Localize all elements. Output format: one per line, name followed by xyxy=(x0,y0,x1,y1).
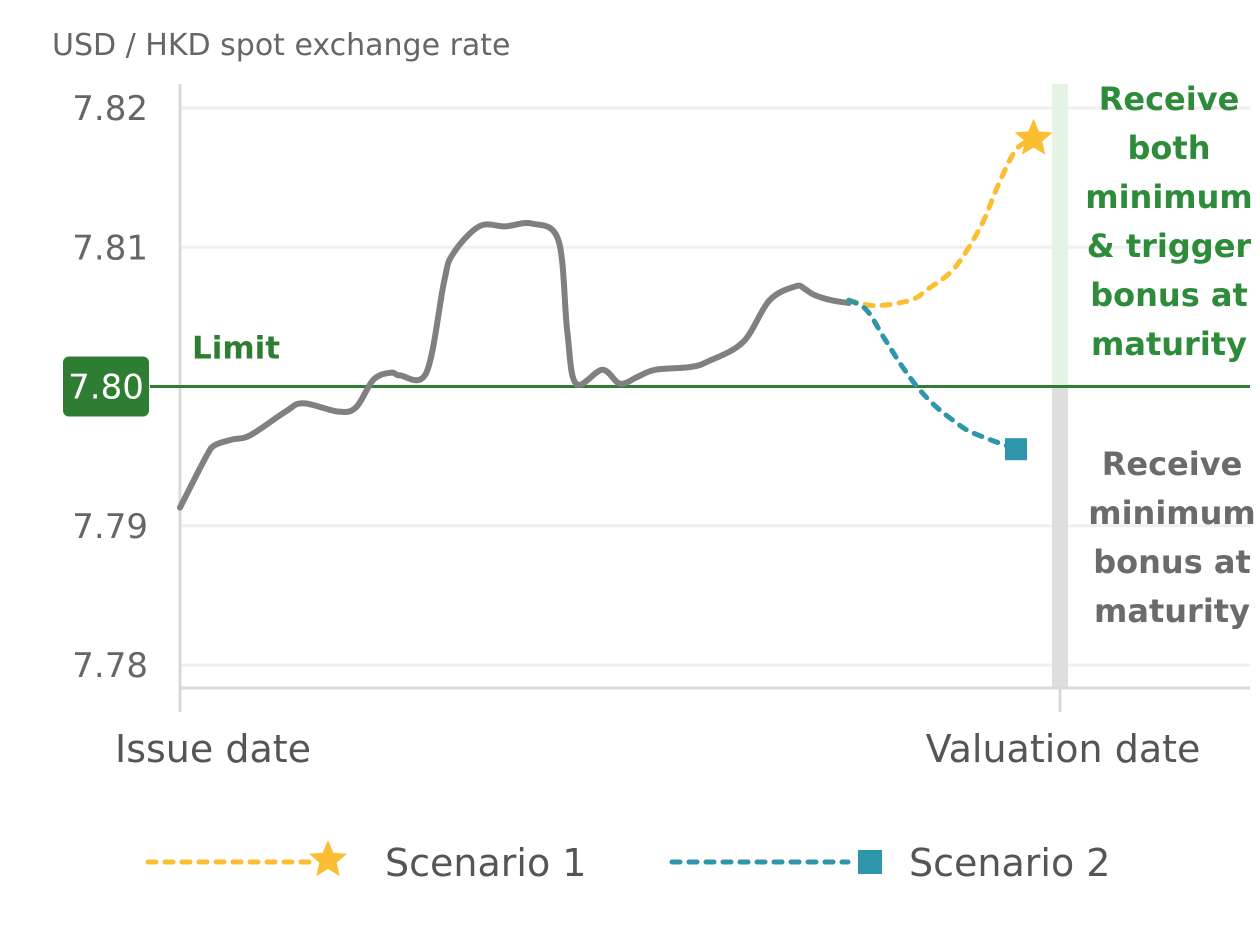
annotation-line: both xyxy=(1128,129,1211,167)
limit-badge xyxy=(63,356,149,417)
annotation-line: minimum xyxy=(1088,494,1256,532)
annotation-line: Receive xyxy=(1102,445,1243,483)
limit-group: 7.80 Limit xyxy=(63,331,1250,417)
valuation-band-upper xyxy=(1052,84,1068,387)
valuation-band xyxy=(1052,84,1068,688)
series-lines xyxy=(177,136,1037,511)
limit-label: Limit xyxy=(192,331,280,367)
scenario-2-line xyxy=(846,297,1019,452)
legend-scenario-1-label: Scenario 1 xyxy=(385,841,586,885)
limit-value-label: 7.80 xyxy=(68,368,144,408)
legend: Scenario 1 Scenario 2 xyxy=(145,840,1110,885)
annotation-line: bonus at xyxy=(1090,276,1248,314)
y-tick-label: 7.81 xyxy=(72,228,148,268)
y-tick-label: 7.79 xyxy=(72,507,148,547)
gridlines xyxy=(180,106,1250,667)
scenario-1-line xyxy=(846,136,1037,309)
chart-text: USD / HKD spot exchange rate 7.82 7.81 7.79… xyxy=(52,28,1256,771)
x-category-label: Valuation date xyxy=(926,727,1201,771)
history-line xyxy=(177,219,852,511)
annotation-line: bonus at xyxy=(1093,543,1251,581)
y-axis-title: USD / HKD spot exchange rate xyxy=(52,28,511,63)
y-tick-label: 7.82 xyxy=(72,89,148,129)
legend-square-icon xyxy=(858,850,882,874)
annotation-line: minimum xyxy=(1085,178,1253,216)
annotation-line: maturity xyxy=(1094,592,1250,630)
legend-star-icon xyxy=(309,840,347,877)
axes xyxy=(178,84,1250,712)
valuation-band-lower xyxy=(1052,386,1068,688)
annotation-line: & trigger xyxy=(1087,227,1252,265)
y-tick-label: 7.78 xyxy=(72,646,148,686)
scenario-2-square-marker xyxy=(1005,438,1027,461)
legend-scenario-2-label: Scenario 2 xyxy=(909,841,1110,885)
series-markers xyxy=(1005,118,1053,461)
x-category-label: Issue date xyxy=(115,727,311,771)
annotation-line: Receive xyxy=(1099,80,1240,118)
scenario-1-star-marker xyxy=(1014,118,1053,155)
annotation-line: maturity xyxy=(1091,325,1247,363)
